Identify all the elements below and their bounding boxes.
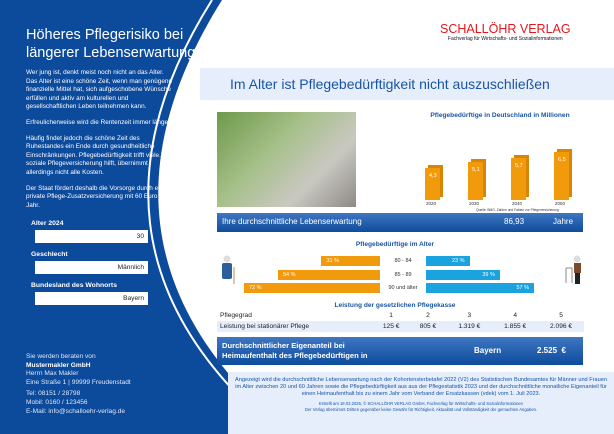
header-band: Im Alter ist Pflegebedürftigkeit nicht a… <box>200 68 614 100</box>
footer-disclaimer: Der Verlag übernimmt Dritten gegenüber k… <box>304 406 538 412</box>
table-cell: 125 € <box>382 323 400 330</box>
paragraph: Erfreulicherweise wird die Rentenzeit im… <box>26 118 172 126</box>
x-tick-label: 2040 <box>512 201 523 206</box>
bar-2030: 5,1 <box>468 162 483 200</box>
left-panel: Höheres Pflegerisiko bei längerer Lebens… <box>0 0 200 434</box>
chart-source: Quelle: BMG, Zahlen und Fakten zur Pfleg… <box>476 208 559 212</box>
table-cell: 805 € <box>419 323 437 330</box>
footer: Angezeigt wird die durchschnittliche Leb… <box>228 372 614 434</box>
contact-block: Sie werden beraten von Mustermakler GmbH… <box>26 353 131 416</box>
footer-created: Erstellt am 18.03.2025, © SCHALLÖHR VERL… <box>319 401 523 406</box>
main-heading: Höheres Pflegerisiko bei längerer Lebens… <box>26 27 196 61</box>
life-unit: Jahre <box>553 217 574 226</box>
state-input[interactable] <box>35 292 148 306</box>
contact-company: Mustermakler GmbH <box>26 361 91 369</box>
logo: SCHALLÖHR VERLAG Fachverlag für Wirtscha… <box>440 22 571 42</box>
state-label: Bundesland des Wohnorts <box>31 282 117 290</box>
bar-right-1: 39 % <box>426 269 500 280</box>
paragraph: Der Staat fördert deshalb die Vorsorge d… <box>26 184 167 209</box>
gender-label: Geschlecht <box>31 251 68 259</box>
life-label: Ihre durchschnittliche Lebenserwartung <box>222 217 362 226</box>
bar-2020: 4,3 <box>425 168 440 200</box>
contact-email[interactable]: E-Mail: info@schalloehr-verlag.de <box>26 407 126 415</box>
x-tick-label: 2030 <box>469 201 480 206</box>
own-share-band: Durchschnittlicher Eigenanteil bei Heimau… <box>217 337 583 365</box>
own-share-label: Durchschnittlicher Eigenanteil bei Heimau… <box>222 341 368 361</box>
contact-address: Eine Straße 1 | 99999 Freudenstadt <box>26 378 131 386</box>
age-chart-title: Pflegebedürftige im Alter <box>355 241 435 248</box>
table-title: Leistung der gesetzlichen Pflegekasse <box>334 302 456 309</box>
logo-name: SCHALLÖHR VERLAG <box>440 22 571 36</box>
logo-subtitle: Fachverlag für Wirtschafts- und Sozialin… <box>447 36 563 42</box>
bar-2040: 5,7 <box>511 157 526 200</box>
contact-person: Herrn Max Makler <box>26 370 79 378</box>
contact-mobil: Mobil: 0160 / 123456 <box>26 398 88 406</box>
table-cell: 2 <box>426 312 430 319</box>
footer-note: Angezeigt wird die durchschnittliche Leb… <box>235 377 607 397</box>
table-cell: 1 <box>389 312 393 319</box>
header-title: Im Alter ist Pflegebedürftigkeit nicht a… <box>230 76 550 92</box>
gender-input[interactable] <box>35 261 148 275</box>
photo-caregiver-senior <box>217 112 356 207</box>
bar-label: 5,1 <box>472 167 480 174</box>
contact-tel: Tel: 08151 / 28798 <box>26 390 81 398</box>
table-cell: 1.319 € <box>458 323 481 330</box>
x-tick-label: 2050 <box>555 201 566 206</box>
bar-left-0: 31 % <box>321 256 380 266</box>
bar-left-2: 72 % <box>244 283 380 293</box>
x-tick-label: 2020 <box>426 201 437 206</box>
bar-label: 4,3 <box>429 173 437 180</box>
table-row: Leistung bei stationärer Pflege 125 € 805 … <box>217 321 584 332</box>
table-cell: Leistung bei stationärer Pflege <box>220 323 310 330</box>
age-group-label: 90 und älter <box>388 285 418 291</box>
bar-right-0: 23 % <box>426 256 470 266</box>
age-label: Alter 2024 <box>31 220 64 228</box>
own-share-value: 2.525 € <box>537 346 566 355</box>
bar-label: 5,7 <box>515 162 523 169</box>
paragraph: Häufig findet jedoch die schöne Zeit des… <box>26 134 173 176</box>
benefits-table: Pflegegrad 1 2 3 4 5 Leistung bei stationärer… <box>217 310 584 332</box>
bar-right-2: 57 % <box>426 283 534 293</box>
table-header-row: Pflegegrad 1 2 3 4 5 <box>217 310 584 321</box>
life-expectancy-band: Ihre durchschnittliche Lebenserwartung 8… <box>217 213 583 232</box>
age-group-label: 85 - 89 <box>394 271 412 278</box>
contact-intro: Sie werden beraten von <box>26 353 96 360</box>
table-cell: 5 <box>559 312 563 319</box>
bar-label: 6,5 <box>558 157 566 163</box>
own-share-label-2: Heimaufenthalt des Pflegebedürftigen in <box>222 351 368 360</box>
bar-2050: 6,5 <box>554 152 569 200</box>
table-cell: Pflegegrad <box>220 312 252 319</box>
table-cell: 3 <box>467 312 472 319</box>
age-group-label: 80 - 84 <box>394 258 412 264</box>
own-share-label-1: Durchschnittlicher Eigenanteil bei <box>222 341 345 350</box>
table-cell: 2.096 € <box>550 323 573 330</box>
own-share-state: Bayern <box>474 346 502 355</box>
senior-woman-icon <box>222 255 235 284</box>
age-input[interactable] <box>35 230 148 244</box>
bar-left-1: 54 % <box>278 269 380 280</box>
chart-title: Pflegebedürftige in Deutschland in Milli… <box>430 112 570 119</box>
intro-paragraph: Wer jung ist, denkt meist noch nicht an … <box>26 69 173 111</box>
life-value: 86,93 <box>504 217 525 226</box>
table-cell: 4 <box>513 312 517 319</box>
table-cell: 1.855 € <box>504 323 527 330</box>
senior-man-walker-icon <box>565 255 581 284</box>
